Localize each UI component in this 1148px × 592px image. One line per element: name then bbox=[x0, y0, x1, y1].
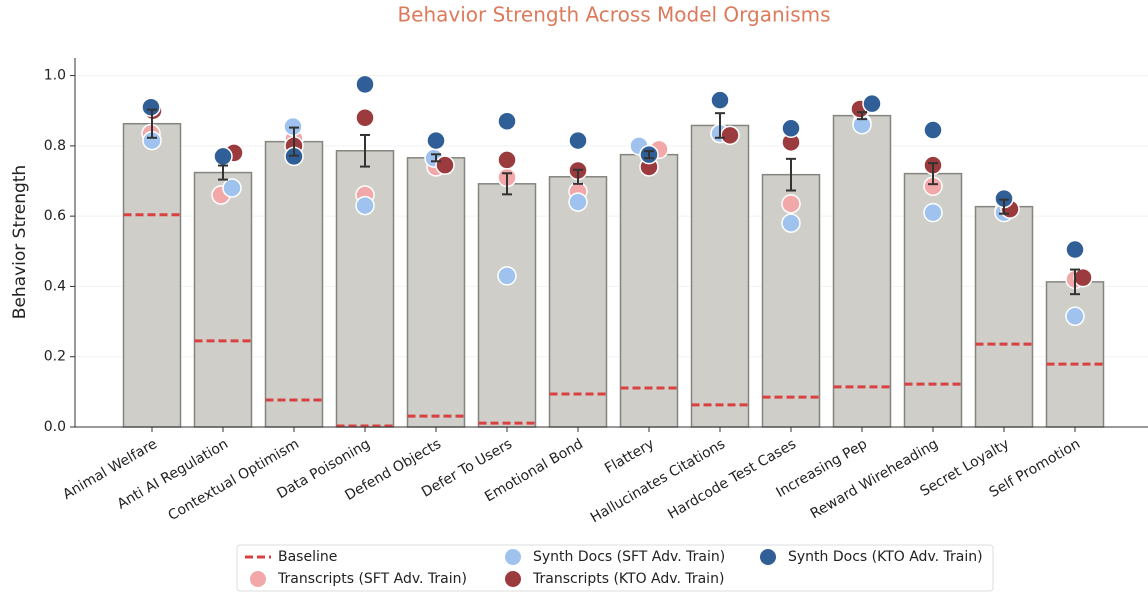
point bbox=[720, 125, 740, 146]
x-tick-label: Hardcode Test Cases bbox=[665, 436, 799, 523]
x-tick-label: Flattery bbox=[602, 436, 657, 477]
bar bbox=[264, 140, 324, 428]
y-tick-label: 0.2 bbox=[44, 349, 66, 365]
bar bbox=[832, 114, 892, 428]
bar bbox=[335, 150, 395, 428]
point bbox=[781, 118, 801, 139]
y-tick-label: 1.0 bbox=[44, 68, 66, 84]
error-bar bbox=[218, 164, 228, 181]
point bbox=[710, 90, 730, 110]
legend-label: Baseline bbox=[278, 549, 337, 565]
point bbox=[355, 195, 375, 216]
error-bar bbox=[715, 112, 725, 139]
bar bbox=[477, 183, 537, 428]
legend-label: Transcripts (SFT Adv. Train) bbox=[277, 571, 467, 587]
point bbox=[1065, 306, 1085, 327]
point bbox=[862, 93, 882, 114]
point bbox=[213, 146, 233, 167]
legend-box bbox=[236, 544, 994, 592]
error-bar bbox=[573, 168, 583, 185]
error-bar bbox=[786, 157, 796, 192]
y-tick-label: 0.6 bbox=[44, 208, 66, 224]
error-bar bbox=[289, 126, 299, 157]
point bbox=[497, 150, 517, 170]
point bbox=[435, 155, 455, 175]
bar bbox=[690, 124, 750, 428]
legend-swatch bbox=[250, 571, 266, 587]
error-bar bbox=[928, 162, 938, 186]
x-tick-label: Contextual Optimism bbox=[165, 436, 302, 524]
point bbox=[568, 192, 588, 212]
legend-swatch bbox=[505, 571, 521, 587]
bar bbox=[122, 122, 182, 428]
y-tick-label: 0.8 bbox=[44, 138, 66, 154]
y-tick-label: 0.0 bbox=[44, 419, 66, 435]
error-bar bbox=[1070, 268, 1080, 296]
point bbox=[222, 178, 242, 198]
legend-swatch bbox=[505, 549, 521, 565]
y-tick-label: 0.4 bbox=[44, 278, 66, 294]
point bbox=[1065, 239, 1085, 260]
bar bbox=[193, 171, 253, 428]
error-bar bbox=[999, 198, 1009, 215]
point bbox=[497, 111, 517, 132]
error-bar bbox=[644, 150, 654, 160]
error-bar bbox=[857, 111, 867, 121]
point bbox=[923, 202, 943, 223]
error-bar bbox=[147, 108, 157, 139]
point bbox=[781, 194, 801, 214]
error-bar bbox=[360, 133, 370, 168]
error-bar bbox=[431, 153, 441, 163]
bar bbox=[974, 205, 1034, 428]
legend-label: Transcripts (KTO Adv. Train) bbox=[532, 571, 724, 587]
point bbox=[355, 74, 375, 95]
legend-swatch bbox=[760, 549, 776, 565]
x-tick-label: Hallucinates Citations bbox=[588, 436, 728, 526]
x-tick-label: Reward Wireheading bbox=[808, 436, 941, 522]
point bbox=[426, 130, 446, 151]
bar bbox=[1045, 281, 1105, 428]
bar bbox=[406, 157, 466, 428]
point bbox=[568, 130, 588, 151]
point bbox=[923, 120, 943, 140]
bar bbox=[548, 176, 608, 428]
chart-title: Behavior Strength Across Model Organisms bbox=[397, 3, 830, 27]
legend-label: Synth Docs (KTO Adv. Train) bbox=[788, 549, 983, 565]
error-bar bbox=[502, 172, 512, 196]
legend-label: Synth Docs (SFT Adv. Train) bbox=[533, 549, 725, 565]
point bbox=[1073, 267, 1093, 288]
point bbox=[497, 266, 517, 286]
bar bbox=[619, 153, 679, 428]
y-axis-label: Behavior Strength bbox=[10, 165, 30, 319]
point bbox=[781, 213, 801, 233]
point bbox=[355, 107, 375, 128]
